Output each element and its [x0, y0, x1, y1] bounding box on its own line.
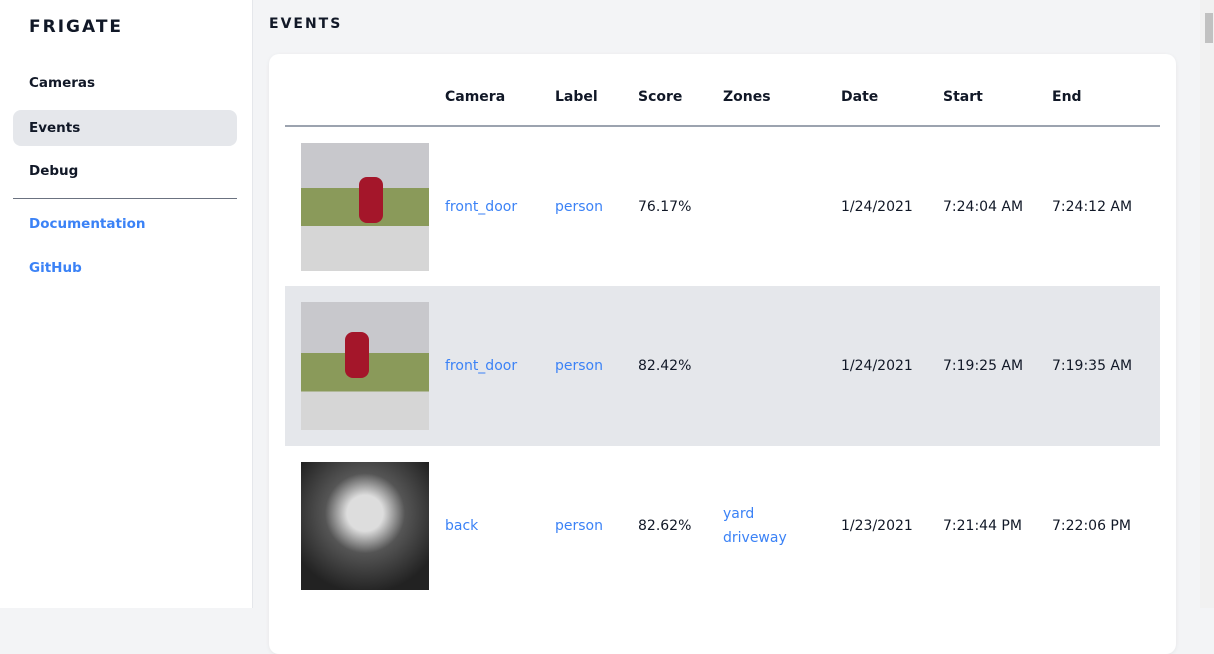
end-time: 7:22:06 PM	[1052, 518, 1131, 534]
col-date: Date	[841, 54, 943, 127]
score: 82.62%	[638, 518, 692, 534]
sidebar-item-debug[interactable]: Debug	[29, 163, 79, 179]
col-label: Label	[555, 54, 638, 127]
camera-link[interactable]: front_door	[445, 286, 555, 446]
scrollbar-thumb[interactable]	[1205, 13, 1213, 43]
date: 1/24/2021	[841, 286, 943, 446]
start-time: 7:21:44 PM	[943, 518, 1022, 534]
col-thumbnail	[285, 54, 445, 127]
zones	[723, 286, 841, 446]
score: 82.42%	[638, 286, 723, 446]
sidebar: FRIGATE Cameras Events Debug Documentati…	[0, 0, 253, 608]
col-end: End	[1052, 54, 1160, 127]
scrollbar[interactable]	[1200, 0, 1214, 608]
event-thumbnail[interactable]	[301, 142, 429, 271]
date: 1/23/2021	[841, 518, 913, 534]
zones: yard driveway	[723, 446, 841, 606]
label-link[interactable]: person	[555, 518, 603, 534]
end-time: 7:24:12 AM	[1052, 198, 1133, 215]
page-title: EVENTS	[269, 16, 343, 32]
start-time: 7:24:04 AM	[943, 198, 1024, 215]
table-row[interactable]: front_door person 82.42% 1/24/2021 7:19:…	[285, 286, 1160, 446]
date: 1/24/2021	[841, 198, 913, 215]
col-camera: Camera	[445, 54, 555, 127]
zone-link[interactable]: yard	[723, 506, 755, 522]
table-row[interactable]: back person 82.62% yard driveway 1/23/202…	[285, 446, 1160, 606]
col-score: Score	[638, 54, 723, 127]
label-link[interactable]: person	[555, 286, 638, 446]
col-zones: Zones	[723, 54, 841, 127]
events-table: Camera Label Score Zones Date Start End …	[285, 54, 1160, 606]
table-header: Camera Label Score Zones Date Start End	[285, 54, 1160, 127]
zone-link[interactable]: driveway	[723, 530, 787, 546]
sidebar-divider	[13, 198, 237, 199]
camera-link[interactable]: front_door	[445, 198, 518, 215]
start-time: 7:19:25 AM	[943, 286, 1052, 446]
score: 76.17%	[638, 198, 692, 215]
camera-link[interactable]: back	[445, 518, 479, 534]
end-time: 7:19:35 AM	[1052, 286, 1160, 446]
event-thumbnail[interactable]	[301, 462, 429, 590]
table-row[interactable]: front_door person 76.17% 1/24/2021 7:24:…	[285, 126, 1160, 286]
app-logo: FRIGATE	[29, 17, 124, 37]
label-link[interactable]: person	[555, 198, 603, 215]
sidebar-link-documentation[interactable]: Documentation	[29, 216, 146, 232]
events-card: Camera Label Score Zones Date Start End …	[269, 54, 1176, 654]
event-thumbnail[interactable]	[301, 302, 429, 430]
zones	[723, 126, 841, 286]
sidebar-item-events[interactable]: Events	[13, 110, 237, 146]
sidebar-link-github[interactable]: GitHub	[29, 260, 82, 276]
col-start: Start	[943, 54, 1052, 127]
sidebar-item-cameras[interactable]: Cameras	[29, 75, 96, 91]
